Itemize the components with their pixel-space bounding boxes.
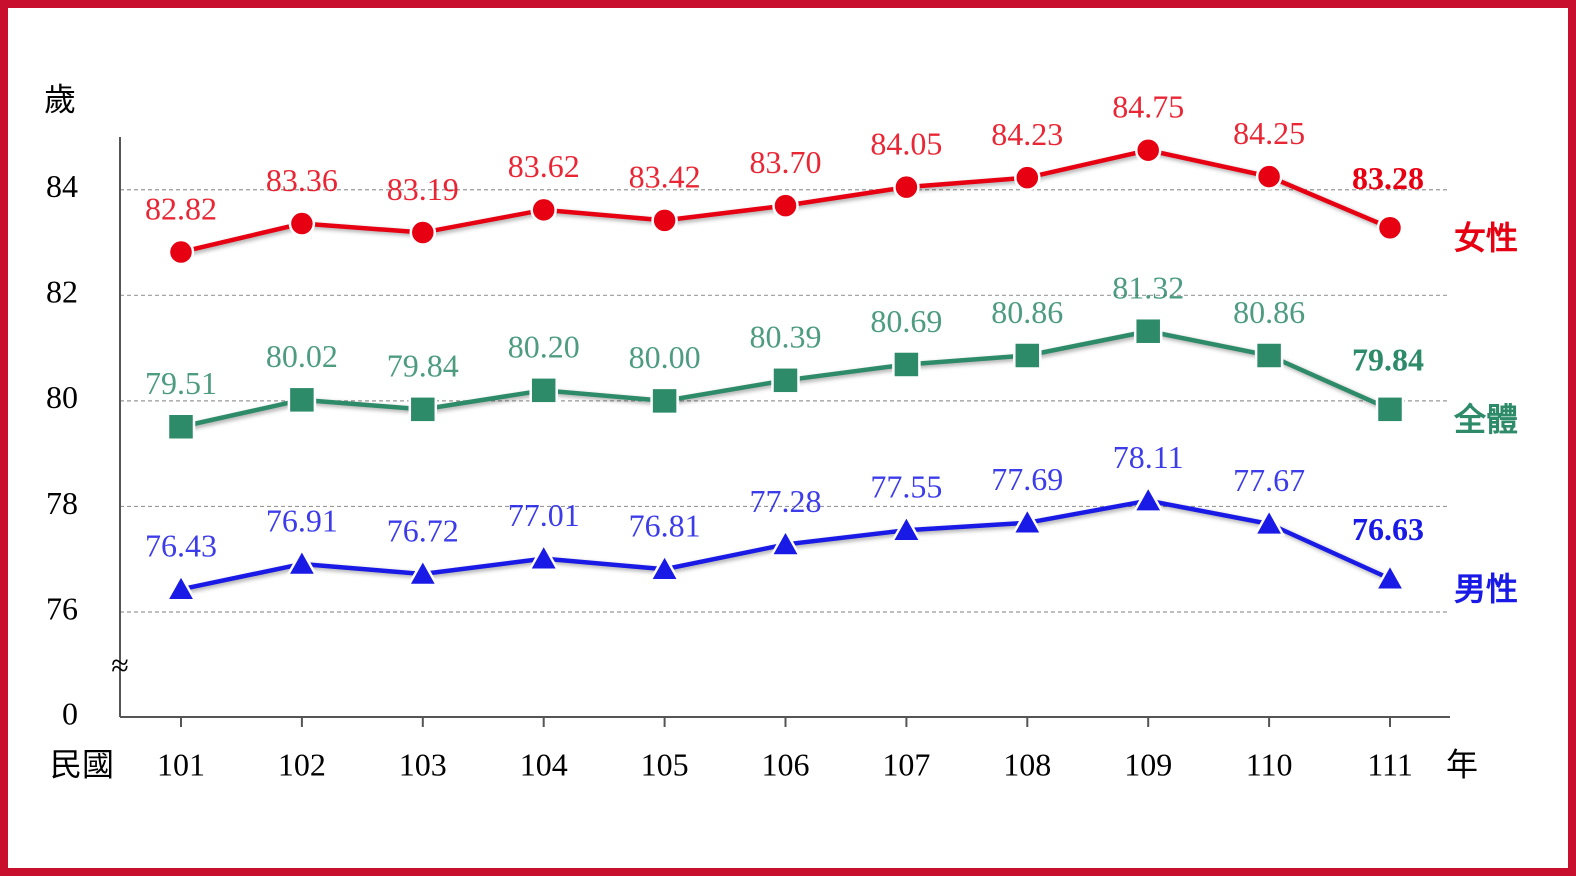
data-label: 83.19 [387, 171, 459, 207]
marker [1013, 341, 1042, 370]
data-label: 79.51 [145, 365, 217, 401]
x-tick-label: 108 [1003, 746, 1051, 782]
data-label: 83.42 [629, 159, 701, 195]
marker [288, 210, 316, 237]
marker [1252, 507, 1286, 537]
y-tick-label: 82 [46, 274, 78, 310]
data-label: 84.75 [1112, 89, 1184, 125]
data-label: 80.86 [991, 294, 1063, 330]
data-label: 80.00 [629, 339, 701, 375]
y-tick-label: 80 [46, 379, 78, 415]
marker [529, 376, 558, 405]
legend-label: 男性 [1454, 571, 1518, 607]
data-label: 84.25 [1233, 115, 1305, 151]
marker [409, 219, 437, 246]
marker [1373, 562, 1407, 591]
data-label: 80.69 [870, 303, 942, 339]
marker [1255, 163, 1283, 190]
data-label: 79.84 [387, 348, 459, 384]
data-label: 77.69 [991, 461, 1063, 497]
marker [1014, 164, 1041, 191]
data-label: 77.67 [1233, 462, 1305, 498]
marker [650, 386, 679, 416]
y-tick-label: 76 [46, 590, 78, 626]
data-label: 82.82 [145, 190, 217, 226]
data-label: 76.81 [629, 508, 701, 544]
x-tick-label: 106 [762, 746, 810, 782]
data-label: 77.28 [750, 483, 822, 519]
marker [648, 552, 681, 582]
marker [651, 207, 678, 234]
x-tick-label: 102 [278, 746, 326, 782]
data-label: 76.72 [387, 512, 459, 548]
x-tick-label: 105 [641, 746, 689, 782]
marker [408, 395, 438, 424]
x-tick-label: 107 [882, 746, 930, 782]
x-tick-label: 111 [1367, 746, 1413, 782]
data-label: 83.28 [1352, 160, 1424, 196]
marker [893, 173, 920, 201]
marker [1375, 395, 1405, 424]
legend-label: 全體 [1453, 402, 1518, 438]
y-tick-label: 84 [46, 168, 78, 204]
x-axis-prefix: 民國 [50, 746, 114, 782]
data-label: 76.43 [145, 528, 217, 564]
marker [1134, 136, 1162, 164]
data-label: 81.32 [1112, 270, 1184, 306]
y-tick-label: 0 [62, 695, 78, 731]
marker [1376, 214, 1404, 242]
marker [406, 557, 439, 587]
y-axis-label: 歲 [44, 81, 76, 117]
x-axis-suffix: 年 [1446, 746, 1478, 782]
data-label: 77.55 [870, 469, 942, 505]
x-tick-label: 110 [1246, 746, 1293, 782]
marker [285, 547, 319, 577]
data-label: 80.02 [266, 338, 338, 374]
data-label: 77.01 [508, 497, 580, 533]
marker [1133, 316, 1163, 346]
marker [167, 238, 195, 266]
marker [1011, 506, 1044, 536]
data-label: 80.20 [508, 329, 580, 365]
marker [769, 527, 802, 557]
data-label: 83.62 [508, 148, 580, 184]
marker [1132, 484, 1165, 513]
marker [164, 572, 198, 602]
data-label: 76.91 [266, 502, 338, 538]
marker [772, 192, 799, 219]
marker [1254, 341, 1284, 370]
data-label: 80.39 [750, 319, 822, 355]
data-label: 83.70 [750, 144, 822, 180]
x-tick-label: 104 [520, 746, 568, 782]
marker [530, 196, 557, 224]
data-label: 84.05 [870, 125, 942, 161]
data-label: 83.36 [266, 162, 338, 198]
data-label: 84.23 [991, 116, 1063, 152]
legend-label: 女性 [1454, 220, 1518, 256]
y-tick-label: 78 [46, 485, 78, 521]
data-label: 79.84 [1352, 342, 1424, 378]
data-label: 78.11 [1113, 439, 1184, 475]
x-tick-label: 101 [157, 746, 205, 782]
marker [890, 513, 923, 543]
axis-break: ≈ [111, 647, 129, 683]
marker [892, 350, 921, 379]
data-label: 76.63 [1352, 511, 1424, 547]
x-tick-label: 109 [1124, 746, 1172, 782]
marker [166, 412, 196, 441]
data-label: 80.86 [1233, 294, 1305, 330]
marker [771, 366, 800, 395]
marker [287, 385, 317, 415]
marker [527, 542, 560, 571]
x-tick-label: 103 [399, 746, 447, 782]
